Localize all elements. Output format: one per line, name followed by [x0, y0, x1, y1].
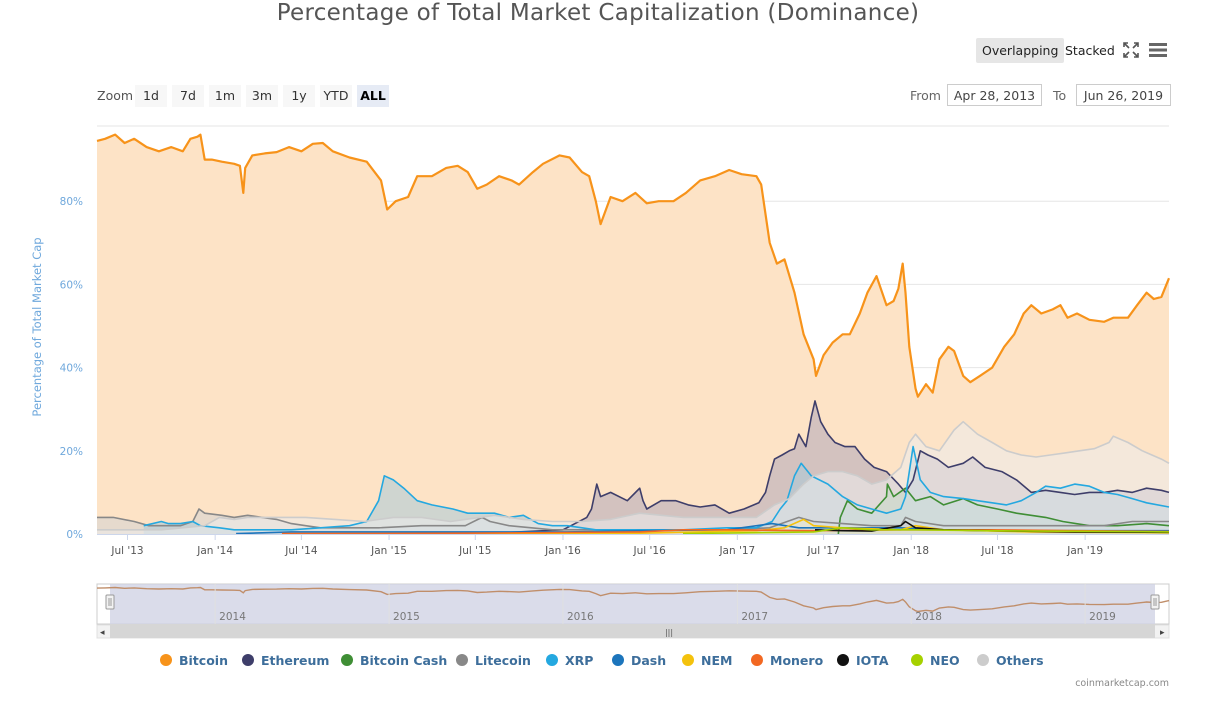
legend-color-dot: [911, 654, 923, 666]
navigator[interactable]: 2014 2015 2016 2017 2018 2019 ◂ ▸ |||: [0, 580, 1221, 640]
fullscreen-icon[interactable]: [1123, 42, 1139, 58]
line-litecoin: [97, 508, 1169, 531]
to-label: To: [1053, 88, 1067, 103]
zoom-1m-button[interactable]: 1m: [209, 85, 241, 107]
navigator-year-label: 2019: [1089, 611, 1116, 623]
credits-link[interactable]: coinmarketcap.com: [1075, 678, 1169, 689]
legend-item-bitcoin-cash[interactable]: Bitcoin Cash: [341, 653, 447, 668]
legend-color-dot: [341, 654, 353, 666]
navigator-series-line: [96, 586, 1170, 613]
legend-label: XRP: [565, 653, 594, 668]
x-tick-label: Jan '19: [1066, 545, 1103, 557]
x-tick-label: Jan '15: [370, 545, 407, 557]
line-ethereum: [492, 400, 1170, 534]
legend-color-dot: [837, 654, 849, 666]
zoom-ytd-button[interactable]: YTD: [320, 85, 352, 107]
stacked-button[interactable]: Stacked: [1065, 43, 1115, 58]
navigator-scrollbar-thumb: [110, 625, 1155, 638]
from-label: From: [910, 88, 941, 103]
scrollbar-grip-icon: |||: [665, 628, 673, 637]
legend-color-dot: [682, 654, 694, 666]
zoom-3m-button[interactable]: 3m: [246, 85, 278, 107]
from-date-input[interactable]: Apr 28, 2013: [947, 84, 1042, 106]
legend-color-dot: [751, 654, 763, 666]
legend-item-monero[interactable]: Monero: [751, 653, 823, 668]
legend-color-dot: [546, 654, 558, 666]
navigator-year-label: 2015: [393, 611, 420, 623]
legend-label: NEM: [701, 653, 733, 668]
x-tick-label: Jul '14: [284, 545, 318, 557]
navigator-year-label: 2017: [741, 611, 768, 623]
scroll-left-arrow-icon: ◂: [100, 628, 105, 638]
legend-label: NEO: [930, 653, 960, 668]
legend-item-xrp[interactable]: XRP: [546, 653, 593, 668]
legend-label: Monero: [770, 653, 824, 668]
area-bitcoin: [97, 134, 1169, 534]
y-tick-label: 80%: [60, 196, 83, 208]
legend-label: Bitcoin Cash: [360, 653, 448, 668]
navigator-year-label: 2018: [915, 611, 942, 623]
y-tick-label: 20%: [60, 446, 83, 458]
zoom-1y-button[interactable]: 1y: [283, 85, 315, 107]
chart-title: Percentage of Total Market Capitalizatio…: [276, 0, 920, 26]
legend-color-dot: [242, 654, 254, 666]
legend-label: Dash: [631, 653, 667, 668]
zoom-7d-button[interactable]: 7d: [172, 85, 204, 107]
x-tick-label: Jan '17: [718, 545, 755, 557]
y-tick-label: 60%: [60, 279, 83, 291]
zoom-all-button[interactable]: ALL: [357, 85, 389, 107]
legend-item-litecoin[interactable]: Litecoin: [456, 653, 531, 668]
line-others: [97, 420, 1170, 531]
legend-label: IOTA: [856, 653, 889, 668]
x-tick-label: Jul '17: [806, 545, 839, 557]
legend-item-ethereum[interactable]: Ethereum: [242, 653, 329, 668]
legend-label: Ethereum: [261, 653, 330, 668]
y-axis-title: Percentage of Total Market Cap: [30, 237, 44, 416]
series-layer: [96, 133, 1171, 535]
x-tick-label: Jan '18: [892, 545, 929, 557]
legend-item-bitcoin[interactable]: Bitcoin: [160, 653, 228, 668]
legend-item-dash[interactable]: Dash: [612, 653, 666, 668]
line-bitcoin: [96, 133, 1171, 398]
legend-label: Others: [996, 653, 1044, 668]
x-tick-label: Jan '16: [544, 545, 581, 557]
zoom-1d-button[interactable]: 1d: [135, 85, 167, 107]
scroll-right-arrow-icon: ▸: [1160, 628, 1165, 638]
navigator-right-handle: [1150, 594, 1160, 610]
overlapping-button[interactable]: Overlapping: [976, 38, 1065, 63]
x-tick-label: Jul '15: [458, 545, 491, 557]
y-tick-label: 0%: [66, 529, 83, 541]
x-tick-label: Jul '13: [110, 545, 143, 557]
legend-color-dot: [456, 654, 468, 666]
legend-item-iota[interactable]: IOTA: [837, 653, 889, 668]
navigator-left-handle: [105, 594, 115, 610]
to-date-input[interactable]: Jun 26, 2019: [1076, 84, 1171, 106]
hamburger-menu-icon[interactable]: [1149, 42, 1167, 58]
navigator-selection: [110, 584, 1155, 624]
y-tick-label: 40%: [60, 363, 83, 375]
navigator-year-label: 2014: [219, 611, 246, 623]
legend-label: Litecoin: [475, 653, 531, 668]
x-tick-label: Jul '16: [633, 545, 667, 557]
legend-item-neo[interactable]: NEO: [911, 653, 960, 668]
navigator-year-label: 2016: [567, 611, 594, 623]
legend-color-dot: [612, 654, 624, 666]
legend-item-others[interactable]: Others: [977, 653, 1044, 668]
area-others: [97, 421, 1169, 534]
dominance-chart[interactable]: 0% 20% 40% 60% 80% Percentage of Total Market…: [0, 110, 1221, 560]
line-neo: [682, 527, 1170, 535]
legend-label: Bitcoin: [179, 653, 228, 668]
x-tick-label: Jan '14: [196, 545, 233, 557]
legend-color-dot: [977, 654, 989, 666]
x-tick-label: Jul '18: [980, 545, 1013, 557]
zoom-label: Zoom: [97, 88, 134, 103]
legend-item-nem[interactable]: NEM: [682, 653, 732, 668]
legend-color-dot: [160, 654, 172, 666]
